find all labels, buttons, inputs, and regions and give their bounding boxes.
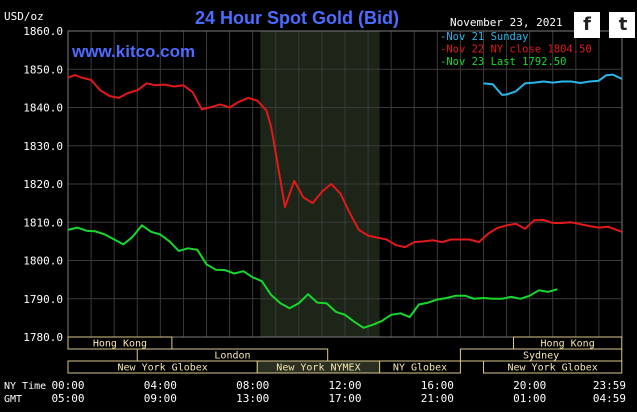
twitter-icon-bg xyxy=(609,12,635,38)
market-session-box xyxy=(379,360,461,374)
x-tick-label: 04:00 xyxy=(144,379,177,392)
x-tick-label: 09:00 xyxy=(144,392,177,405)
y-tick-label: 1780.0 xyxy=(23,331,63,344)
x-tick-label: 21:00 xyxy=(421,392,454,405)
y-tick-label: 1830.0 xyxy=(23,140,63,153)
x-tick-label: 20:00 xyxy=(513,379,546,392)
market-session-box xyxy=(483,360,623,374)
x-tick-label: 08:00 xyxy=(236,379,269,392)
unit-label: USD/oz xyxy=(4,10,44,23)
market-session-label: NY Globex xyxy=(393,363,447,374)
y-tick-label: 1790.0 xyxy=(23,293,63,306)
y-tick-label: 1820.0 xyxy=(23,178,63,191)
y-tick-label: 1860.0 xyxy=(23,25,63,38)
legend-entry: -Nov 21 Sunday xyxy=(440,31,529,43)
x-tick-label: 23:59 xyxy=(593,379,626,392)
x-tick-label: 00:00 xyxy=(51,379,84,392)
legend-entry: -Nov 23 Last 1792.50 xyxy=(440,56,566,68)
market-session-box xyxy=(67,336,173,350)
market-session-label: New York Globex xyxy=(507,363,597,374)
market-session-label: Sydney xyxy=(523,351,559,362)
y-tick-label: 1840.0 xyxy=(23,102,63,115)
series-line xyxy=(483,73,623,96)
y-tick-label: 1850.0 xyxy=(23,63,63,76)
y-tick-label: 1810.0 xyxy=(23,216,63,229)
x-tick-label: 17:00 xyxy=(328,392,361,405)
source-label: www.kitco.com xyxy=(71,42,195,61)
facebook-icon-bg xyxy=(574,12,600,38)
market-session-label: Hong Kong xyxy=(541,339,595,350)
twitter-icon[interactable]: t xyxy=(618,14,628,35)
x-axis-row-label: NY Time xyxy=(4,381,46,392)
x-axis-row-label: GMT xyxy=(4,394,22,405)
x-tick-label: 05:00 xyxy=(51,392,84,405)
date-label: November 23, 2021 xyxy=(450,16,563,29)
x-tick-label: 12:00 xyxy=(328,379,361,392)
chart-title: 24 Hour Spot Gold (Bid) xyxy=(195,8,399,28)
facebook-icon[interactable]: f xyxy=(583,14,591,35)
x-tick-label: 01:00 xyxy=(513,392,546,405)
market-session-label: New York NYMEX xyxy=(276,363,360,374)
series-line xyxy=(67,74,623,249)
plot-border xyxy=(67,30,623,338)
y-tick-label: 1800.0 xyxy=(23,255,63,268)
x-tick-label: 16:00 xyxy=(421,379,454,392)
x-tick-label: 04:59 xyxy=(593,392,626,405)
market-session-label: London xyxy=(214,351,250,362)
legend-entry: -Nov 22 NY close 1804.50 xyxy=(440,44,592,56)
series-line xyxy=(67,224,558,329)
x-tick-label: 13:00 xyxy=(236,392,269,405)
market-session-label: Hong Kong xyxy=(93,339,147,350)
market-session-label: New York Globex xyxy=(117,363,207,374)
